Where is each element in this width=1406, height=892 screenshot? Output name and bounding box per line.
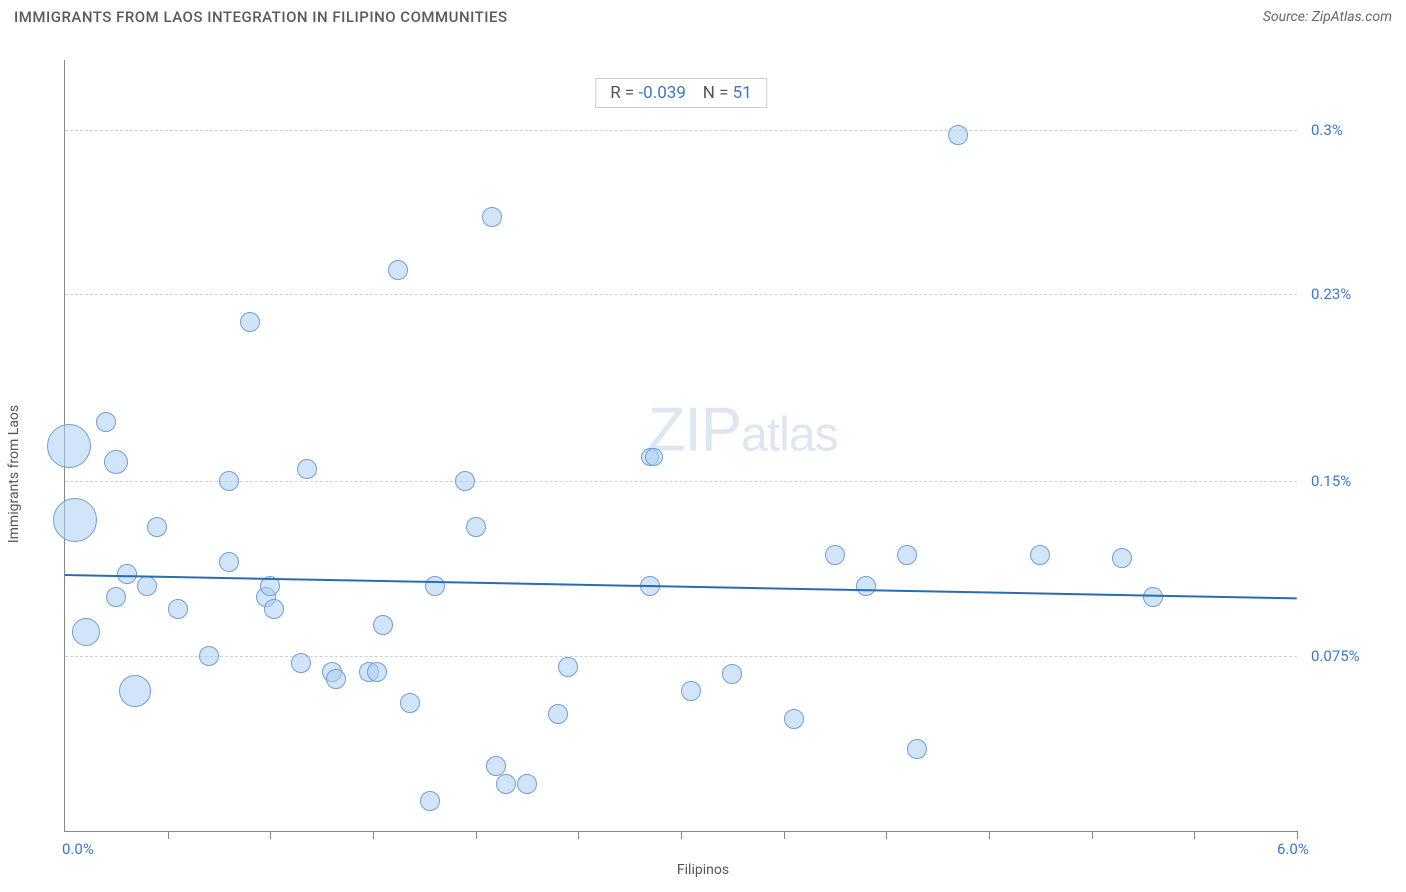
data-point <box>104 450 128 474</box>
y-tick-label: 0.15% <box>1311 472 1351 490</box>
chart-container: Immigrants from Laos R = -0.039 N = 51 Z… <box>14 40 1392 892</box>
data-point <box>455 471 475 491</box>
data-point <box>240 312 260 332</box>
x-tick <box>1194 831 1195 839</box>
y-tick-label: 0.23% <box>1311 285 1351 303</box>
data-point <box>907 739 927 759</box>
x-tick <box>784 831 785 839</box>
data-point <box>1112 548 1132 568</box>
x-axis-label: Filipinos <box>677 862 729 878</box>
data-point <box>466 517 486 537</box>
data-point <box>897 545 917 565</box>
data-point <box>496 774 516 794</box>
trend-line <box>65 574 1297 599</box>
grid-line <box>65 656 1297 657</box>
data-point <box>425 576 445 596</box>
data-point <box>373 615 393 635</box>
y-origin-label: 0.0% <box>62 840 94 858</box>
data-point <box>517 774 537 794</box>
x-tick <box>681 831 682 839</box>
data-point <box>168 599 188 619</box>
y-tick-label: 0.075% <box>1311 647 1360 665</box>
data-point <box>948 125 968 145</box>
y-tick-label: 0.3% <box>1311 121 1343 139</box>
x-max-label: 6.0% <box>1277 840 1309 858</box>
data-point <box>219 552 239 572</box>
data-point <box>291 653 311 673</box>
data-point <box>117 564 137 584</box>
watermark: ZIPatlas <box>648 395 838 466</box>
data-point <box>482 207 502 227</box>
data-point <box>486 756 506 776</box>
data-point <box>856 576 876 596</box>
x-tick <box>168 831 169 839</box>
r-value: -0.039 <box>638 83 685 103</box>
data-point <box>420 791 440 811</box>
data-point <box>367 662 387 682</box>
data-point <box>558 657 578 677</box>
data-point <box>681 681 701 701</box>
data-point <box>548 704 568 724</box>
data-point <box>199 646 219 666</box>
data-point <box>297 459 317 479</box>
data-point <box>119 675 151 707</box>
data-point <box>1030 545 1050 565</box>
x-tick <box>1297 831 1298 839</box>
grid-line <box>65 130 1297 131</box>
y-axis-label: Immigrants from Laos <box>6 405 22 543</box>
x-tick <box>886 831 887 839</box>
data-point <box>96 412 116 432</box>
data-point <box>645 448 663 466</box>
data-point <box>400 693 420 713</box>
data-point <box>264 599 284 619</box>
x-tick <box>1092 831 1093 839</box>
data-point <box>1143 587 1163 607</box>
x-tick <box>578 831 579 839</box>
data-point <box>72 618 100 646</box>
data-point <box>147 517 167 537</box>
x-tick <box>373 831 374 839</box>
chart-title: IMMIGRANTS FROM LAOS INTEGRATION IN FILI… <box>14 8 508 26</box>
x-tick <box>989 831 990 839</box>
grid-line <box>65 481 1297 482</box>
x-tick <box>476 831 477 839</box>
stats-box: R = -0.039 N = 51 <box>595 78 767 108</box>
data-point <box>47 424 91 468</box>
data-point <box>722 664 742 684</box>
data-point <box>388 260 408 280</box>
x-tick <box>270 831 271 839</box>
data-point <box>137 576 157 596</box>
data-point <box>53 498 97 542</box>
plot-area: R = -0.039 N = 51 ZIPatlas 0.075%0.15%0.… <box>64 60 1297 832</box>
data-point <box>784 709 804 729</box>
r-label: R = <box>610 83 634 103</box>
data-point <box>326 669 346 689</box>
grid-line <box>65 294 1297 295</box>
n-label: N = <box>703 83 729 103</box>
data-point <box>825 545 845 565</box>
data-point <box>219 471 239 491</box>
source-label: Source: ZipAtlas.com <box>1263 9 1392 25</box>
n-value: 51 <box>733 83 752 103</box>
data-point <box>106 587 126 607</box>
